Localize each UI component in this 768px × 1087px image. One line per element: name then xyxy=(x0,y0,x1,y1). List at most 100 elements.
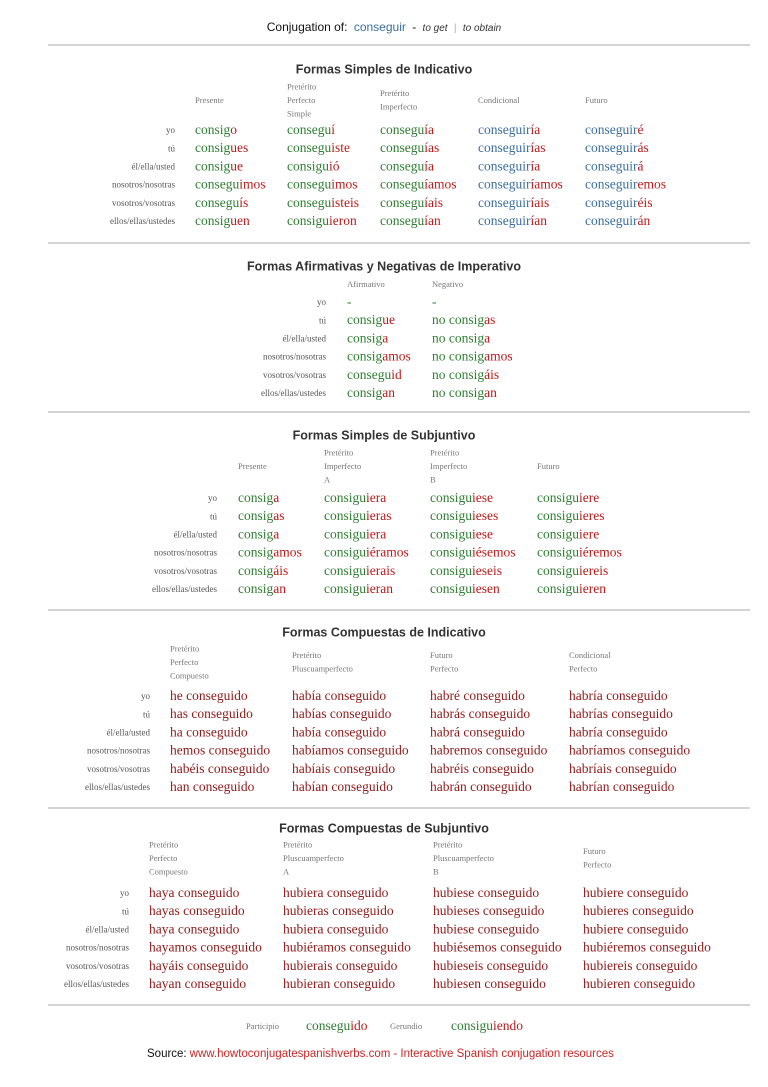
verb-form: hubiese conseguido xyxy=(433,885,539,900)
verb-form-part: consigu xyxy=(537,581,579,596)
verb-form: consiguiera xyxy=(324,526,386,541)
verb-form: habremos conseguido xyxy=(430,743,548,758)
verb-form-part: consig xyxy=(238,490,273,505)
verb-form: consigan xyxy=(347,385,395,400)
column-header: Imperfecto xyxy=(430,461,467,471)
verb-form: hubieren conseguido xyxy=(583,976,695,991)
verb-form-part: consig xyxy=(347,330,382,345)
verb-form: consiguieses xyxy=(430,508,498,523)
pronoun: nosotros/nosotras xyxy=(154,548,217,558)
pronoun: nosotros/nosotras xyxy=(263,352,326,362)
verb-form-part: consigu xyxy=(324,490,366,505)
pronoun: vosotros/vosotras xyxy=(87,764,150,774)
column-header: Imperfecto xyxy=(324,461,361,471)
verb-form: habrán conseguido xyxy=(430,779,532,794)
verb-form: conseguisteis xyxy=(287,195,359,210)
verb-form-part: consig xyxy=(347,312,382,327)
verb-form-part: íamos xyxy=(424,177,456,192)
verb-form-part: iera xyxy=(366,526,386,541)
verb-form-part: hubiesen conseguido xyxy=(433,976,546,991)
verb-form-part: imos xyxy=(239,177,265,192)
verb-form-part: hayáis conseguido xyxy=(149,958,249,973)
pronoun: ellos/ellas/ustedes xyxy=(110,216,175,226)
verb-form-part: hubieseis conseguido xyxy=(433,958,548,973)
verb-form-part: ís xyxy=(239,195,248,210)
section-title: Formas Compuestas de Subjuntivo xyxy=(279,821,489,835)
verb-form: consiguen xyxy=(195,213,250,228)
pronoun: vosotros/vosotras xyxy=(112,198,175,208)
verb-form-part: habría conseguido xyxy=(569,688,668,703)
verb-form: consiguiese xyxy=(430,490,493,505)
verb-form: había conseguido xyxy=(292,724,386,739)
verb-form-part: consigu xyxy=(430,581,472,596)
verb-form-part: hubiereis conseguido xyxy=(583,958,698,973)
column-header: Pretérito xyxy=(292,650,321,660)
verb-form-part: consig xyxy=(195,122,230,137)
verb-form: consigues xyxy=(195,140,248,155)
verb-form: habíais conseguido xyxy=(292,761,395,776)
verb-form-part: consigu xyxy=(324,545,366,560)
pronoun: ellos/ellas/ustedes xyxy=(64,979,129,989)
verb-form: han conseguido xyxy=(170,779,255,794)
verb-form-part: ieren xyxy=(579,581,606,596)
verb-form: habré conseguido xyxy=(430,688,525,703)
verb-form: habías conseguido xyxy=(292,706,392,721)
column-header: Simple xyxy=(287,108,311,118)
verb-form-part: conseguir xyxy=(585,177,638,192)
verb-form-part: ieres xyxy=(579,508,604,523)
verb-form-part: consigu xyxy=(537,490,579,505)
verb-form-part: iese xyxy=(472,490,493,505)
participle: conseguido xyxy=(306,1018,368,1033)
column-header: A xyxy=(324,474,331,484)
verb-form-part: no consig xyxy=(432,385,484,400)
header-dash: - xyxy=(412,20,416,34)
column-header: Perfecto xyxy=(170,657,198,667)
verb-form-part: consigu xyxy=(324,581,366,596)
verb-form-part: consigu xyxy=(537,526,579,541)
participle-part: consegu xyxy=(306,1018,350,1033)
pronoun: él/ella/usted xyxy=(174,529,218,539)
pronoun: tú xyxy=(319,315,327,325)
verb-form-part: é xyxy=(637,122,643,137)
verb-form-part: ierais xyxy=(366,563,395,578)
verb-form: habrás conseguido xyxy=(430,706,530,721)
verb-form-part: habrán conseguido xyxy=(430,779,532,794)
page-header: Conjugation of: conseguir - to get | to … xyxy=(267,20,502,34)
verb-form: ha conseguido xyxy=(170,724,248,739)
source-link[interactable]: www.howtoconjugatespanishverbs.com xyxy=(189,1048,391,1060)
verb-form: conseguía xyxy=(380,158,434,173)
column-header: Negativo xyxy=(432,279,463,289)
verb-form-part: consig xyxy=(238,545,273,560)
verb-form: conseguiría xyxy=(478,158,540,173)
verb-form: conseguiré xyxy=(585,122,643,137)
verb-form-part: conseguir xyxy=(585,213,638,228)
verb-form-part: consig xyxy=(347,349,382,364)
verb-form-part: habíamos conseguido xyxy=(292,743,409,758)
verb-form: hubiere conseguido xyxy=(583,921,689,936)
verb-form-part: ás xyxy=(637,140,648,155)
verb-form-part: consegu xyxy=(380,122,424,137)
verb-form-part: áis xyxy=(484,367,499,382)
source-line: Source: www.howtoconjugatespanishverbs.co… xyxy=(147,1048,614,1060)
verb-form-part: consegu xyxy=(287,195,331,210)
verb-form-part: ías xyxy=(530,140,545,155)
verb-form-part: consig xyxy=(238,508,273,523)
header-meaning: to get xyxy=(423,23,449,34)
verb-form: conseguían xyxy=(380,213,441,228)
pronoun: nosotros/nosotras xyxy=(66,943,129,953)
verb-form-part: habías conseguido xyxy=(292,706,392,721)
verb-form-part: iéramos xyxy=(366,545,409,560)
verb-form: hubiéremos conseguido xyxy=(583,940,711,955)
verb-form-part: isteis xyxy=(331,195,359,210)
verb-form-part: habría conseguido xyxy=(569,724,668,739)
pronoun: yo xyxy=(317,297,327,307)
column-header: Compuesto xyxy=(170,670,209,680)
verb-form-part: hubierais conseguido xyxy=(283,958,398,973)
verb-form-part: an xyxy=(273,581,286,596)
verb-form: hubieres conseguido xyxy=(583,903,694,918)
verb-form-part: consegu xyxy=(380,213,424,228)
verb-form-part: ía xyxy=(530,122,540,137)
pronoun: él/ella/usted xyxy=(107,727,151,737)
verb-form: conseguí xyxy=(287,122,335,137)
column-header: B xyxy=(433,866,439,876)
